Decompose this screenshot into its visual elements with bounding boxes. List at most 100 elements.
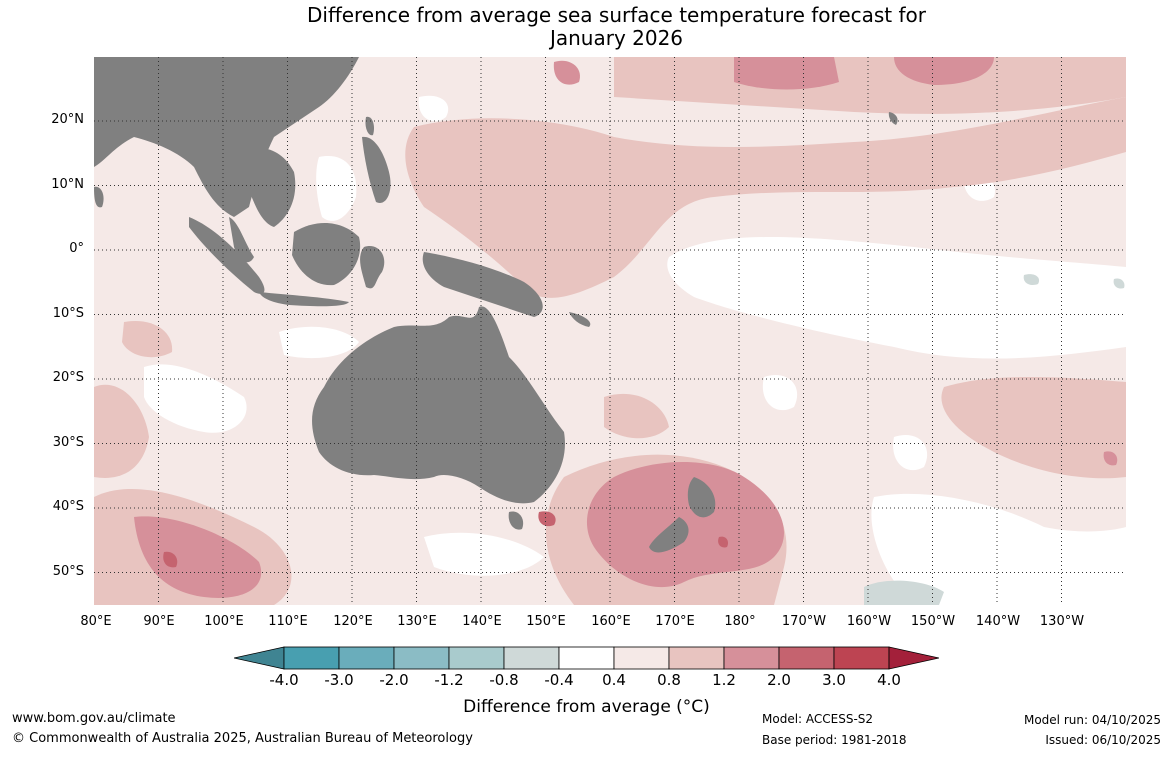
anomaly-0.8-1.2-indian-blob xyxy=(122,321,173,358)
colorbar-tick-12: 4.0 xyxy=(877,671,901,689)
anomaly-white-south-indian xyxy=(144,364,247,433)
colorbar-low-extend xyxy=(234,646,285,670)
land-indochina xyxy=(244,148,296,227)
lon-label-140w: 140°W xyxy=(975,614,1021,629)
anomaly-1.2-2.0-north-1 xyxy=(734,57,839,90)
lat-label-0: 0° xyxy=(69,241,84,256)
anomaly-white-central-pacific xyxy=(667,237,1126,359)
land-sri-lanka xyxy=(94,186,104,208)
anomaly-2.0-3.0-tasman-2 xyxy=(718,536,729,548)
colorbar-tick-8: 0.8 xyxy=(657,671,681,689)
colorbar-tick-1: -4.0 xyxy=(269,671,299,689)
lon-label-160e: 160°E xyxy=(591,614,631,629)
colorbar-bin-11 xyxy=(833,646,890,670)
lon-label-130w: 130°W xyxy=(1039,614,1085,629)
colorbar-bin-4 xyxy=(448,646,505,670)
anomaly-0.8-1.2-southeast xyxy=(941,377,1126,479)
land-borneo xyxy=(292,222,361,286)
colorbar-bin-10 xyxy=(778,646,835,670)
website-link[interactable]: www.bom.gov.au/climate xyxy=(12,711,176,726)
colorbar-bin-6 xyxy=(558,646,615,670)
anomaly-white-scs xyxy=(316,156,357,221)
anomaly-0.8-1.2-coral xyxy=(604,393,669,439)
lat-label-50s: 50°S xyxy=(52,564,84,579)
title-line-2: January 2026 xyxy=(549,26,684,50)
chart-title: Difference from average sea surface temp… xyxy=(0,4,1173,50)
anomaly-white-indian-1 xyxy=(279,326,359,359)
colorbar-tick-4: -1.2 xyxy=(434,671,464,689)
lon-label-130e: 130°E xyxy=(397,614,437,629)
anomaly-0.8-1.2-west-pacific xyxy=(405,97,1126,298)
colorbar-tick-9: 1.2 xyxy=(712,671,736,689)
colorbar-tick-7: 0.4 xyxy=(602,671,626,689)
colorbar-tick-6: -0.4 xyxy=(544,671,574,689)
lat-label-30s: 30°S xyxy=(52,435,84,450)
land-australia xyxy=(312,306,565,504)
colorbar-bin-3 xyxy=(393,646,450,670)
land-hawaii xyxy=(888,112,898,125)
land-new-guinea xyxy=(422,252,543,317)
title-line-1: Difference from average sea surface temp… xyxy=(306,3,926,27)
anomaly-white-east-south xyxy=(871,493,1126,605)
land-nz-north xyxy=(687,477,716,518)
lat-label-40s: 40°S xyxy=(52,499,84,514)
lon-label-170w: 170°W xyxy=(781,614,827,629)
lon-label-90e: 90°E xyxy=(143,614,175,629)
land-philippines xyxy=(362,136,391,203)
colorbar-tick-10: 2.0 xyxy=(767,671,791,689)
colorbar-tick-11: 3.0 xyxy=(822,671,846,689)
land-taiwan xyxy=(365,116,375,136)
lon-label-150w: 150°W xyxy=(910,614,956,629)
colorbar-tick-5: -0.8 xyxy=(489,671,519,689)
lat-label-20s: 20°S xyxy=(52,370,84,385)
colorbar-title: Difference from average (°C) xyxy=(463,697,710,717)
lon-label-160w: 160°W xyxy=(846,614,892,629)
base-period: Base period: 1981-2018 xyxy=(762,733,907,747)
anomaly-white-se-1 xyxy=(762,375,798,411)
anomaly-1.2-2.0-se-small xyxy=(1103,451,1118,466)
lon-label-180: 180° xyxy=(724,614,756,629)
land-sumatra xyxy=(189,217,265,294)
land-tasmania xyxy=(508,511,524,530)
colorbar-bin-1 xyxy=(283,646,340,670)
lat-label-10n: 10°N xyxy=(51,177,84,192)
lat-label-10s: 10°S xyxy=(52,306,84,321)
anomaly-white-tasman-south xyxy=(424,532,544,576)
copyright-text: © Commonwealth of Australia 2025, Austra… xyxy=(12,731,473,746)
model-run-date: Model run: 04/10/2025 xyxy=(1023,713,1161,727)
lon-label-150e: 150°E xyxy=(526,614,566,629)
anomaly-1.2-2.0-southwest xyxy=(134,516,262,598)
lat-label-20n: 20°N xyxy=(51,112,84,127)
model-name: Model: ACCESS-S2 xyxy=(762,712,874,726)
colorbar-bin-7 xyxy=(613,646,670,670)
lon-label-170e: 170°E xyxy=(655,614,695,629)
map-canvas xyxy=(94,57,1126,605)
colorbar-tick-2: -3.0 xyxy=(324,671,354,689)
anomaly-1.2-2.0-north-2 xyxy=(894,57,994,85)
land-masses xyxy=(94,57,898,553)
lon-label-100e: 100°E xyxy=(204,614,244,629)
colorbar-bin-8 xyxy=(668,646,725,670)
anomaly-neg-south-pacific xyxy=(864,580,944,605)
graticule xyxy=(94,57,1126,605)
colorbar-bin-5 xyxy=(503,646,560,670)
colorbar-bin-9 xyxy=(723,646,780,670)
land-solomon xyxy=(569,312,591,327)
issued-date: Issued: 06/10/2025 xyxy=(1045,733,1161,747)
lon-label-80e: 80°E xyxy=(80,614,112,629)
sst-anomaly-map xyxy=(94,57,1126,605)
colorbar-bin-2 xyxy=(338,646,395,670)
land-malay-peninsula xyxy=(229,217,254,263)
anomaly-neg-equatorial-2 xyxy=(1113,278,1125,289)
land-asia xyxy=(94,57,359,217)
land-sulawesi xyxy=(360,246,385,289)
anomaly-0.8-1.2-west-edge xyxy=(94,384,149,478)
lon-label-120e: 120°E xyxy=(333,614,373,629)
colorbar xyxy=(234,646,939,670)
colorbar-tick-3: -2.0 xyxy=(379,671,409,689)
anomaly-1.2-2.0-north-3 xyxy=(553,60,580,85)
lon-label-110e: 110°E xyxy=(268,614,308,629)
anomaly-2.0-3.0-tasman-1 xyxy=(538,511,556,527)
anomaly-2.0-3.0-sw xyxy=(163,551,178,568)
land-nz-south xyxy=(649,517,689,553)
